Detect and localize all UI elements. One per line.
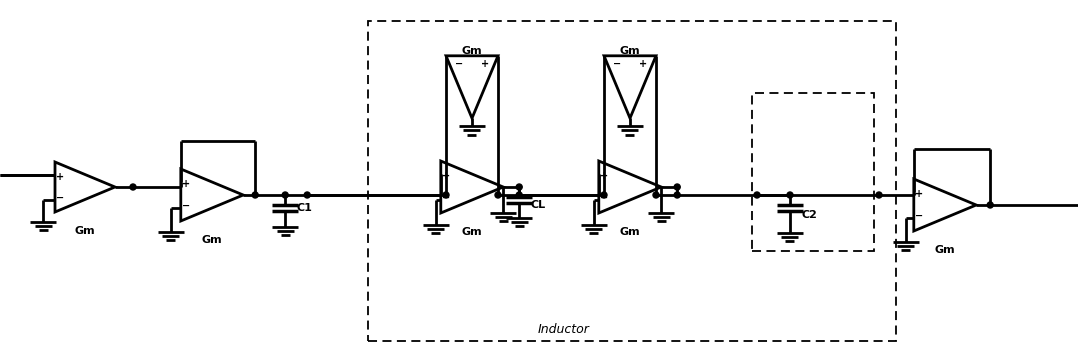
Text: +: + <box>639 59 647 69</box>
Text: Gm: Gm <box>202 235 222 245</box>
Text: +: + <box>56 172 65 182</box>
Text: +: + <box>481 59 489 69</box>
Text: +: + <box>600 171 608 181</box>
Circle shape <box>653 192 659 198</box>
Circle shape <box>987 202 993 208</box>
Text: +: + <box>182 179 191 189</box>
Text: Gm: Gm <box>461 46 482 56</box>
Text: CL: CL <box>530 200 545 210</box>
Text: Gm: Gm <box>74 226 95 236</box>
Text: Gm: Gm <box>620 227 640 237</box>
Text: −: − <box>182 201 191 211</box>
Circle shape <box>787 192 793 198</box>
Text: Gm: Gm <box>620 46 640 56</box>
Text: −: − <box>442 193 451 203</box>
Circle shape <box>443 192 450 198</box>
Text: C2: C2 <box>802 210 818 220</box>
Circle shape <box>754 192 760 198</box>
Circle shape <box>602 192 607 198</box>
Circle shape <box>252 192 259 198</box>
Circle shape <box>495 192 501 198</box>
Text: −: − <box>56 192 65 202</box>
Text: +: + <box>915 189 924 199</box>
Bar <box>368 21 896 341</box>
Text: Inductor: Inductor <box>538 323 590 336</box>
Circle shape <box>282 192 288 198</box>
Text: C1: C1 <box>296 203 312 213</box>
Circle shape <box>516 184 522 190</box>
Circle shape <box>130 184 136 190</box>
Text: −: − <box>600 193 608 203</box>
Circle shape <box>674 184 680 190</box>
Text: −: − <box>613 59 621 69</box>
Text: −: − <box>455 59 464 69</box>
Text: −: − <box>915 211 924 221</box>
Bar <box>752 93 874 251</box>
Text: +: + <box>442 171 451 181</box>
Circle shape <box>516 192 522 198</box>
Text: Gm: Gm <box>935 245 955 255</box>
Circle shape <box>304 192 310 198</box>
Circle shape <box>674 192 680 198</box>
Circle shape <box>876 192 882 198</box>
Text: Gm: Gm <box>461 227 482 237</box>
